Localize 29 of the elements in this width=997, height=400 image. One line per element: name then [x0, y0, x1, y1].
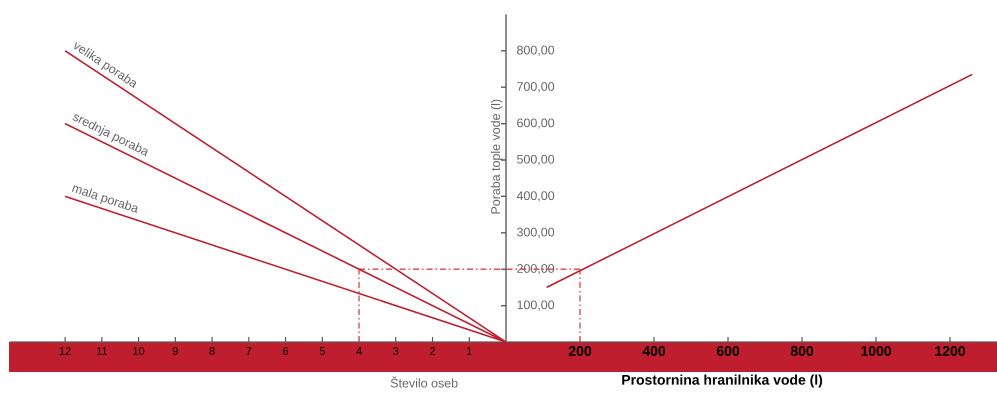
x-tick-label: 9	[172, 347, 178, 355]
x-tick-label: 1200	[935, 346, 965, 356]
y-tick-label: 800,00	[517, 46, 554, 56]
x-tick-label: 800	[790, 346, 814, 356]
x-tick-label: 200	[568, 346, 592, 356]
x-tick-label: 1	[467, 347, 472, 355]
x-tick-label: 10	[133, 347, 144, 355]
x-axis-title: Število oseb	[390, 376, 458, 388]
x-tick-label: 3	[393, 347, 398, 355]
y-tick-label: 700,00	[517, 82, 554, 92]
y-tick-label: 500,00	[517, 154, 554, 166]
y-tick-label: 600,00	[517, 118, 554, 129]
x-axis-title: Prostornina hranilnika vode (l)	[622, 374, 822, 388]
text: mala poraba	[72, 185, 138, 213]
x-tick-label: 7	[246, 347, 252, 355]
x-tick-label: 5	[320, 347, 325, 355]
x-tick-label: 6	[283, 347, 288, 355]
x-tick-label: 12	[60, 347, 71, 355]
x-tick-label: 4	[356, 347, 362, 355]
x-tick-label: 11	[96, 347, 108, 355]
x-tick-label: 600	[716, 346, 740, 356]
y-tick-label: 400,00	[516, 191, 554, 202]
x-tick-label: 2	[430, 347, 436, 355]
x-tick-label: 400	[642, 346, 666, 356]
x-tick-label: 1000	[861, 346, 891, 356]
x-tick-label: 8	[209, 347, 215, 355]
y-tick-label: 100,00	[517, 300, 554, 311]
y-tick-label: 300,00	[516, 228, 554, 238]
y-axis-title: Poraba tople vode (l)	[490, 100, 502, 214]
